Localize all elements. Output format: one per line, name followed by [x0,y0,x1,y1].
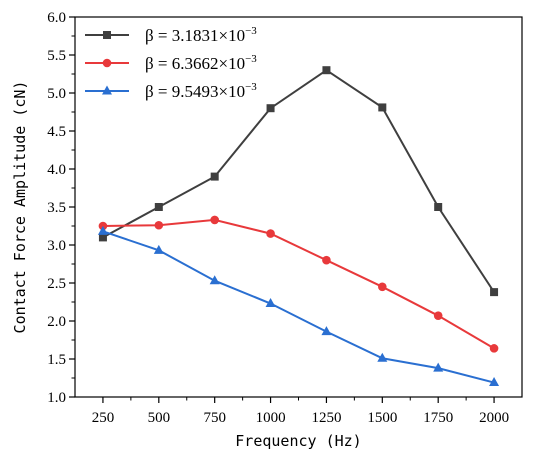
legend-label-base: β = 3.1831×10 [145,26,245,45]
data-point [322,66,331,75]
legend-label: β = 3.1831×10−3 [145,25,257,45]
x-tick-label: 500 [148,410,171,426]
data-point [433,311,443,320]
legend-entry-1: β = 3.1831×10−3 [85,25,257,45]
legend-label: β = 6.3662×10−3 [145,53,257,73]
legend-label-exponent: −3 [245,81,257,93]
plot-border [74,16,523,398]
series-group [97,66,500,387]
legend: β = 3.1831×10−3β = 6.3662×10−3β = 9.5493… [85,25,257,101]
data-point [154,203,163,211]
data-point [97,225,108,235]
y-tick-label: 6.0 [47,10,66,26]
data-point [378,282,387,292]
y-tick-label: 4.5 [47,124,66,140]
x-axis-title: Frequency (Hz) [235,432,361,450]
y-axis-title: Contact Force Amplitude (cN) [11,81,29,334]
y-tick-label: 5.5 [47,48,66,64]
y-tick-label: 2.0 [47,314,66,330]
legend-label-exponent: −3 [245,25,257,37]
data-point [489,377,500,387]
series-line [102,230,495,384]
x-tick-label: 2000 [479,410,509,426]
data-point [98,233,107,242]
y-tick-label: 3.5 [47,200,66,216]
data-point [322,255,331,265]
y-tick-label: 5.0 [47,86,66,102]
legend-entry-3: β = 9.5493×10−3 [85,81,257,101]
data-point [434,203,443,211]
legend-entry-2: β = 6.3662×10−3 [85,53,257,73]
legend-label-base: β = 6.3662×10 [145,54,245,73]
x-tick-label: 1250 [311,410,341,426]
y-tick-label: 1.5 [47,352,66,368]
data-point [377,352,388,362]
series-line [102,68,495,293]
x-tick-label: 1000 [256,410,286,426]
x-tick-label: 750 [203,410,226,426]
legend-label: β = 9.5493×10−3 [145,81,257,101]
data-point [265,298,276,308]
y-tick-label: 1.0 [47,390,66,406]
x-tick-label: 1500 [367,410,397,426]
x-tick-label: 1750 [423,410,453,426]
x-tick-label: 250 [92,410,115,426]
data-point [490,288,499,297]
y-tick-label: 4.0 [47,162,66,178]
legend-marker [102,58,112,68]
data-point [210,172,219,181]
data-point [266,229,275,238]
data-point [321,326,332,336]
series-1 [98,66,499,297]
data-point [266,104,275,113]
y-tick-label: 3.0 [47,238,66,254]
y-axis: 1.0 1.5 2.0 2.5 3.0 3.5 4.0 4.5 5.0 5.5 6.0 [47,10,75,406]
data-point [153,244,164,254]
data-point [154,220,164,230]
x-axis: 250 500 750 1000 1250 1500 1750 2000 [92,397,509,426]
series-line [102,218,495,350]
data-point [210,215,219,225]
y-tick-label: 2.5 [47,276,66,292]
data-point [489,344,499,353]
legend-label-exponent: −3 [245,53,257,65]
legend-marker [103,31,111,39]
plot-frame [74,16,523,398]
legend-label-base: β = 9.5493×10 [145,82,245,101]
data-point [378,103,387,112]
data-point [209,275,220,285]
legend-marker [102,85,112,95]
data-point [433,362,444,372]
series-2 [98,215,499,353]
series-3 [97,225,500,387]
